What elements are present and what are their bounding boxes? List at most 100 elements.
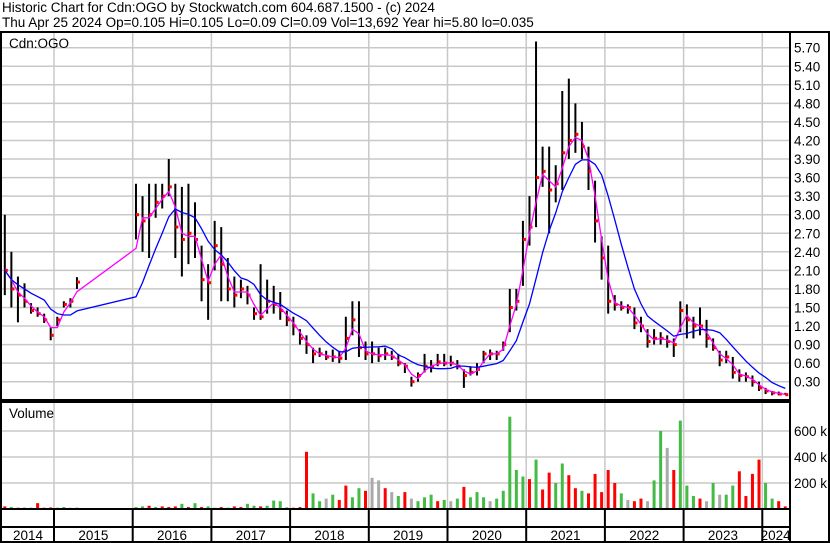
close-tick — [4, 268, 8, 272]
close-tick — [313, 352, 317, 356]
close-tick — [280, 309, 284, 313]
close-tick — [31, 309, 35, 313]
volume-bar — [423, 497, 427, 509]
volume-bar — [718, 494, 722, 509]
volume-bar — [259, 506, 263, 509]
volume-bar — [737, 471, 741, 509]
close-tick — [168, 185, 172, 189]
close-tick — [634, 321, 638, 325]
close-tick — [254, 312, 258, 316]
close-tick — [732, 370, 736, 374]
volume-bar — [147, 505, 151, 509]
volume-bar — [482, 497, 486, 509]
close-tick — [339, 356, 343, 360]
volume-bar — [265, 505, 269, 509]
volume-bar — [455, 498, 459, 509]
volume-bar — [744, 496, 748, 509]
volume-bar — [344, 485, 348, 509]
close-tick — [699, 324, 703, 328]
close-tick — [752, 380, 756, 384]
volume-bar — [757, 459, 761, 509]
close-tick — [614, 302, 618, 306]
price-tick-label: 5.40 — [794, 59, 820, 74]
volume-bar — [409, 498, 413, 509]
close-tick — [208, 281, 212, 285]
volume-bar — [173, 506, 177, 509]
close-tick — [135, 213, 139, 217]
close-tick — [214, 244, 218, 248]
volume-bar — [514, 470, 518, 509]
close-tick — [608, 299, 612, 303]
close-tick — [286, 318, 290, 322]
year-label: 2015 — [78, 528, 108, 543]
year-label: 2017 — [236, 528, 266, 543]
volume-bar — [272, 500, 276, 509]
close-tick — [562, 151, 566, 155]
volume-bar — [416, 501, 420, 509]
volume-bar — [626, 499, 630, 509]
close-tick — [188, 231, 192, 235]
volume-bar — [672, 470, 676, 509]
volume-bar — [750, 473, 754, 509]
close-tick — [11, 287, 15, 291]
close-tick — [17, 293, 21, 297]
close-tick — [162, 194, 166, 198]
volume-bar — [711, 483, 715, 509]
price-tick-label: 2.10 — [794, 263, 820, 278]
volume-tick-label: 400 k — [794, 450, 827, 465]
volume-bar — [685, 485, 689, 509]
close-tick — [542, 169, 546, 173]
volume-bar — [600, 492, 604, 509]
volume-bar — [665, 447, 669, 509]
volume-bar — [573, 488, 577, 509]
volume-bar — [245, 503, 249, 509]
close-tick — [575, 132, 579, 136]
close-tick — [352, 318, 356, 322]
volume-bar — [495, 498, 499, 509]
price-tick-label: 4.50 — [794, 115, 820, 130]
volume-tick-label: 200 k — [794, 476, 827, 491]
close-tick — [739, 374, 743, 378]
volume-bar — [724, 494, 728, 509]
volume-bar — [508, 416, 512, 509]
price-tick-label: 2.70 — [794, 226, 820, 241]
close-tick — [568, 138, 572, 142]
year-label: 2016 — [157, 528, 187, 543]
volume-bar — [252, 505, 256, 509]
volume-bar — [232, 506, 236, 509]
volume-bar — [318, 501, 322, 509]
volume-bar — [324, 498, 328, 509]
volume-bar — [442, 499, 446, 509]
year-label: 2014 — [13, 528, 44, 543]
long-moving-average-line — [4, 159, 786, 390]
volume-bar — [652, 480, 656, 509]
volume-tick-label: 600 k — [794, 424, 827, 439]
volume-bar — [593, 473, 597, 509]
close-tick — [398, 361, 402, 365]
close-tick — [647, 339, 651, 343]
volume-panel-frame — [0, 401, 791, 510]
close-tick — [267, 299, 271, 303]
volume-bar — [449, 501, 453, 509]
volume-bar — [501, 490, 505, 509]
volume-bar — [304, 451, 308, 509]
chart-title: Historic Chart for Cdn:OGO by Stockwatch… — [2, 0, 435, 15]
price-panel-frame — [0, 31, 791, 401]
volume-bar — [678, 420, 682, 509]
close-tick — [463, 374, 467, 378]
volume-bar — [429, 494, 433, 509]
volume-bar — [783, 506, 787, 509]
volume-bar — [691, 496, 695, 509]
price-tick-label: 3.60 — [794, 171, 820, 186]
year-label: 2021 — [551, 528, 581, 543]
price-tick-label: 3.00 — [794, 208, 820, 223]
volume-bar — [193, 503, 197, 509]
close-tick — [654, 336, 658, 340]
close-tick — [621, 305, 625, 309]
volume-bar — [521, 476, 525, 509]
price-tick-label: 3.90 — [794, 152, 820, 167]
close-tick — [417, 374, 421, 378]
close-tick — [326, 355, 330, 359]
close-tick — [260, 315, 264, 319]
volume-bar — [698, 498, 702, 509]
